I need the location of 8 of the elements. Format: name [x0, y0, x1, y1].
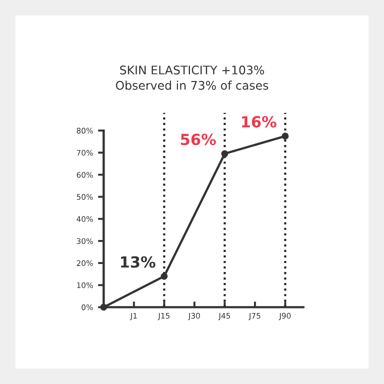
- point: [160, 272, 168, 280]
- chart-subtitle: Observed in 73% of cases: [116, 80, 268, 90]
- chart-title: SKIN ELASTICITY +103%: [120, 66, 264, 74]
- point: [282, 132, 289, 140]
- annotation: 56%: [180, 134, 216, 146]
- annotation: 16%: [242, 116, 276, 128]
- point: [221, 150, 228, 158]
- annotation: 13%: [121, 256, 156, 268]
